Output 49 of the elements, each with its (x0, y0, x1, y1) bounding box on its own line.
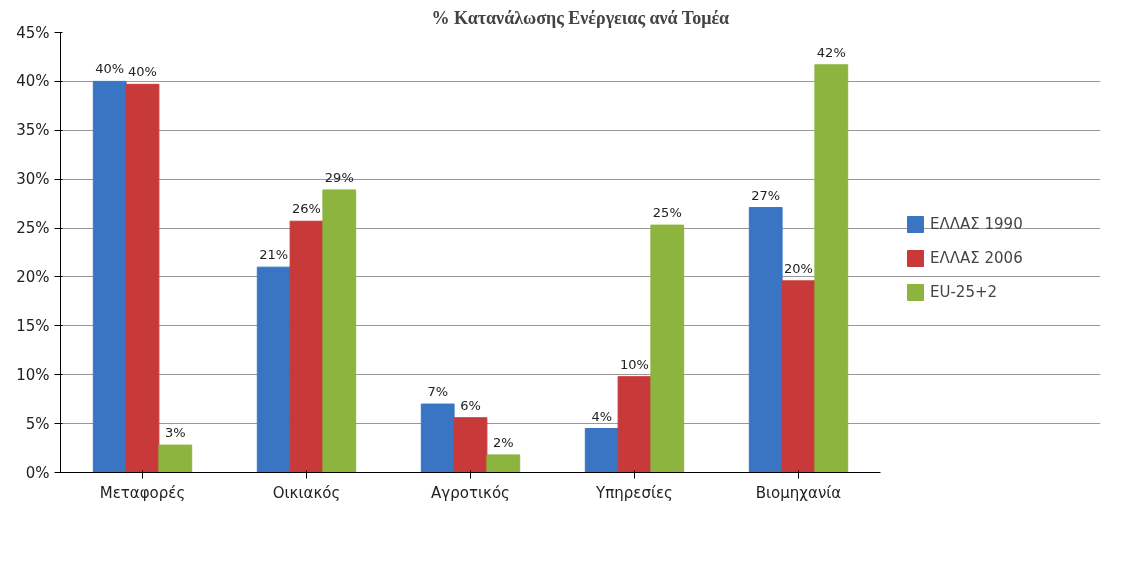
y-tick-label: 45% (16, 23, 50, 42)
data-label: 25% (652, 205, 682, 221)
bar (650, 224, 685, 473)
y-tick-label: 35% (16, 121, 50, 140)
data-label: 21% (259, 247, 289, 263)
x-tick-label: Οικιακός (272, 483, 341, 502)
y-tick-label: 15% (16, 316, 50, 335)
data-label: 20% (784, 260, 813, 276)
data-label: 40% (128, 64, 157, 80)
bar (814, 64, 849, 473)
data-label: 42% (816, 44, 846, 60)
bar (453, 417, 488, 473)
data-label: 7% (427, 384, 449, 400)
data-label: 10% (620, 356, 649, 372)
bar (584, 428, 619, 473)
data-label: 29% (324, 169, 354, 185)
data-label: 40% (95, 61, 125, 77)
y-tick-label: 5% (25, 414, 50, 433)
x-tick-label: Μεταφορές (99, 483, 186, 502)
legend-label: EU-25+2 (930, 283, 998, 301)
bar (322, 189, 357, 473)
data-label: 4% (591, 408, 613, 424)
bar (781, 280, 816, 473)
x-tick-label: Βιομηχανία (755, 483, 842, 502)
bar (420, 403, 455, 473)
x-tick-label: Αγροτικός (431, 483, 510, 502)
bar (748, 207, 783, 473)
y-tick-label: 0% (25, 463, 50, 482)
bar (256, 266, 291, 473)
y-tick-label: 30% (16, 170, 50, 189)
bar (125, 83, 160, 473)
y-tick-label: 40% (16, 72, 50, 91)
bar (617, 376, 652, 473)
y-tick-label: 20% (16, 267, 50, 286)
legend-label: ΕΛΛΑΣ 1990 (930, 215, 1023, 233)
y-tick-label: 10% (16, 365, 50, 384)
bar (486, 454, 521, 473)
legend-label: ΕΛΛΑΣ 2006 (930, 249, 1023, 267)
chart-title: % Κατανάλωσης Ενέργειας ανά Τομέα (431, 7, 730, 28)
data-label: 3% (164, 425, 186, 441)
bar (158, 444, 193, 473)
y-tick-label: 25% (16, 219, 50, 238)
data-label: 2% (492, 434, 514, 450)
bar (92, 80, 127, 473)
bar (289, 220, 324, 473)
data-label: 6% (460, 397, 481, 413)
x-tick-label: Υπηρεσίες (595, 483, 673, 502)
data-label: 26% (292, 201, 321, 217)
data-label: 27% (751, 187, 781, 203)
